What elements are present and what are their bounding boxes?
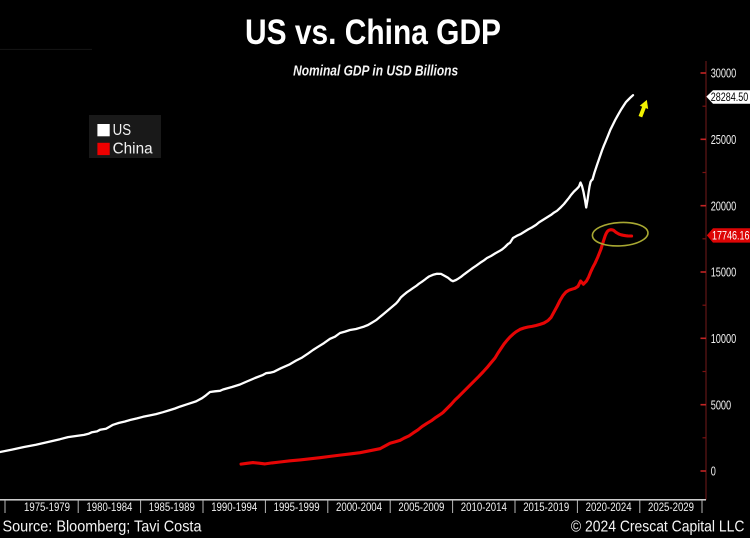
svg-text:US vs. China GDP: US vs. China GDP — [245, 12, 501, 52]
svg-text:30000: 30000 — [711, 67, 737, 81]
svg-text:2010-2014: 2010-2014 — [461, 502, 508, 514]
svg-text:2020-2024: 2020-2024 — [586, 502, 633, 514]
svg-text:2000-2004: 2000-2004 — [336, 502, 383, 514]
svg-text:2005-2009: 2005-2009 — [398, 502, 444, 514]
svg-text:1995-1999: 1995-1999 — [274, 502, 320, 514]
svg-text:1975-1979: 1975-1979 — [24, 502, 70, 514]
svg-text:25000: 25000 — [711, 133, 737, 147]
svg-text:China: China — [113, 141, 153, 158]
svg-text:1980-1984: 1980-1984 — [86, 502, 133, 514]
svg-text:Nominal GDP in USD Billions: Nominal GDP in USD Billions — [293, 64, 458, 80]
svg-text:17746.16: 17746.16 — [712, 229, 750, 243]
svg-text:15000: 15000 — [711, 266, 737, 280]
svg-text:US: US — [113, 122, 132, 139]
svg-text:5000: 5000 — [711, 398, 732, 412]
svg-text:28284.50: 28284.50 — [711, 90, 749, 104]
svg-text:Source: Bloomberg; Tavi Costa: Source: Bloomberg; Tavi Costa — [3, 519, 202, 536]
svg-text:2025-2029: 2025-2029 — [648, 502, 694, 514]
svg-text:© 2024 Crescat Capital LLC: © 2024 Crescat Capital LLC — [571, 519, 745, 536]
svg-text:10000: 10000 — [711, 332, 737, 346]
svg-text:2015-2019: 2015-2019 — [523, 502, 569, 514]
svg-text:0: 0 — [711, 465, 716, 479]
svg-text:20000: 20000 — [711, 199, 737, 213]
svg-text:1985-1989: 1985-1989 — [149, 502, 195, 514]
svg-text:1990-1994: 1990-1994 — [211, 502, 258, 514]
